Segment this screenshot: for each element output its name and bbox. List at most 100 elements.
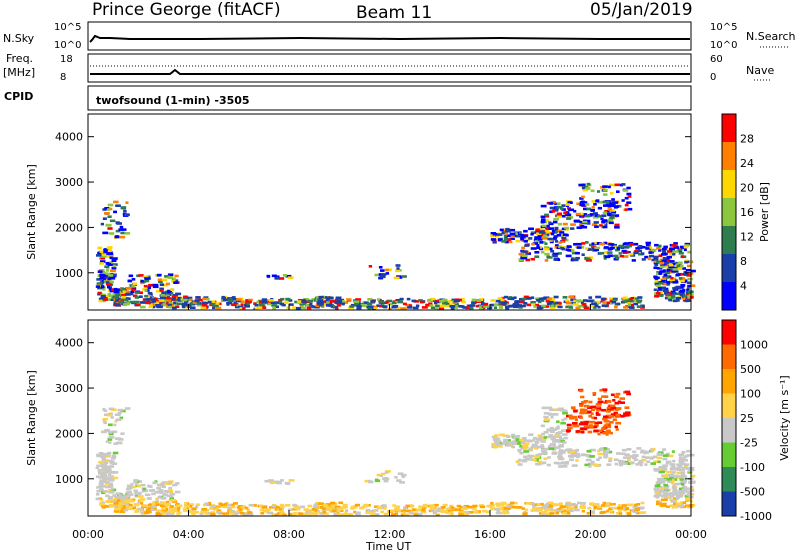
- heatmap-cell: [562, 409, 568, 413]
- heatmap-cell: [515, 438, 519, 441]
- heatmap-cell: [495, 502, 501, 506]
- colorbar-tick-label: 8: [740, 255, 747, 268]
- heatmap-cell: [655, 284, 661, 287]
- heatmap-cell: [134, 300, 140, 304]
- heatmap-cell: [108, 477, 114, 480]
- heatmap-cell: [561, 418, 565, 422]
- heatmap-cell: [130, 290, 135, 294]
- heatmap-cell: [645, 456, 649, 459]
- heatmap-cell: [194, 299, 200, 303]
- heatmap-cell: [561, 208, 566, 211]
- heatmap-cell: [583, 425, 589, 428]
- heatmap-cell: [661, 247, 668, 251]
- heatmap-cell: [534, 447, 539, 450]
- heatmap-cell: [679, 501, 685, 504]
- heatmap-cell: [215, 306, 222, 310]
- heatmap-cell: [566, 414, 570, 418]
- heatmap-cell: [460, 305, 465, 308]
- heatmap-cell: [494, 434, 499, 437]
- xtick-label: 12:00: [374, 528, 406, 541]
- heatmap-cell: [668, 298, 673, 302]
- heatmap-cell: [271, 504, 277, 508]
- heatmap-cell: [108, 252, 114, 256]
- heatmap-cell: [656, 289, 660, 293]
- heatmap-cell: [597, 507, 603, 510]
- heatmap-cell: [168, 301, 172, 304]
- heatmap-cell: [632, 450, 637, 454]
- heatmap-cell: [634, 454, 639, 457]
- heatmap-cell: [675, 263, 680, 266]
- heatmap-cell: [565, 512, 571, 515]
- heatmap-cell: [242, 505, 247, 508]
- heatmap-cell: [589, 510, 596, 513]
- heatmap-cell: [640, 306, 645, 309]
- heatmap-cell: [96, 254, 102, 257]
- heatmap-cell: [555, 508, 559, 512]
- heatmap-cell: [107, 469, 112, 472]
- heatmap-cell: [105, 283, 112, 286]
- heatmap-cell: [587, 506, 592, 510]
- heatmap-cell: [535, 506, 541, 510]
- heatmap-cell: [449, 305, 456, 308]
- heatmap-cell: [609, 297, 613, 300]
- heatmap-cell: [380, 269, 385, 272]
- heatmap-cell: [668, 454, 674, 458]
- heatmap-cell: [104, 428, 111, 432]
- heatmap-cell: [658, 501, 662, 504]
- heatmap-cell: [142, 487, 146, 491]
- heatmap-cell: [161, 512, 165, 516]
- heatmap-cell: [603, 452, 608, 456]
- heatmap-cell: [569, 458, 574, 462]
- heatmap-cell: [110, 488, 114, 491]
- heatmap-cell: [507, 441, 513, 445]
- heatmap-cell: [111, 266, 117, 270]
- heatmap-cell: [452, 301, 458, 304]
- heatmap-cell: [154, 480, 158, 483]
- heatmap-cell: [544, 213, 549, 217]
- heatmap-cell: [189, 298, 193, 302]
- heatmap-cell: [591, 448, 596, 452]
- heatmap-cell: [634, 508, 640, 511]
- heatmap-cell: [394, 476, 398, 479]
- heatmap-cell: [325, 503, 332, 506]
- heatmap-cell: [534, 251, 540, 254]
- heatmap-cell: [656, 260, 661, 264]
- heatmap-cell: [115, 299, 121, 302]
- heatmap-cell: [175, 292, 182, 296]
- heatmap-cell: [113, 509, 119, 513]
- heatmap-cell: [453, 299, 457, 303]
- heatmap-cell: [172, 294, 179, 297]
- xtick-label: 16:00: [474, 528, 506, 541]
- ytick-label: 2000: [55, 221, 83, 234]
- heatmap-cell: [100, 498, 104, 502]
- heatmap-cell: [525, 252, 531, 255]
- heatmap-cell: [275, 480, 282, 484]
- heatmap-cell: [686, 467, 689, 470]
- heatmap-cell: [663, 478, 668, 482]
- heatmap-cell: [155, 499, 159, 503]
- heatmap-cell: [604, 246, 609, 249]
- heatmap-cell: [613, 411, 618, 415]
- heatmap-cell: [418, 299, 423, 302]
- heatmap-cell: [624, 406, 630, 409]
- heatmap-cell: [570, 301, 576, 305]
- heatmap-cell: [315, 501, 321, 505]
- heatmap-cell: [405, 303, 411, 307]
- heatmap-cell: [622, 189, 629, 192]
- heatmap-cell: [109, 482, 114, 486]
- heatmap-cell: [515, 460, 520, 464]
- heatmap-cell: [617, 400, 622, 404]
- heatmap-cell: [154, 490, 158, 494]
- heatmap-cell: [536, 445, 543, 449]
- heatmap-cell: [380, 510, 385, 514]
- heatmap-cell: [109, 277, 116, 280]
- heatmap-cell: [338, 299, 342, 303]
- heatmap-cell: [98, 299, 103, 303]
- heatmap-cell: [322, 303, 327, 306]
- heatmap-cell: [603, 204, 609, 207]
- heatmap-cell: [568, 306, 574, 309]
- heatmap-cell: [562, 433, 568, 436]
- heatmap-cell: [584, 257, 591, 261]
- heatmap-cell: [314, 509, 318, 512]
